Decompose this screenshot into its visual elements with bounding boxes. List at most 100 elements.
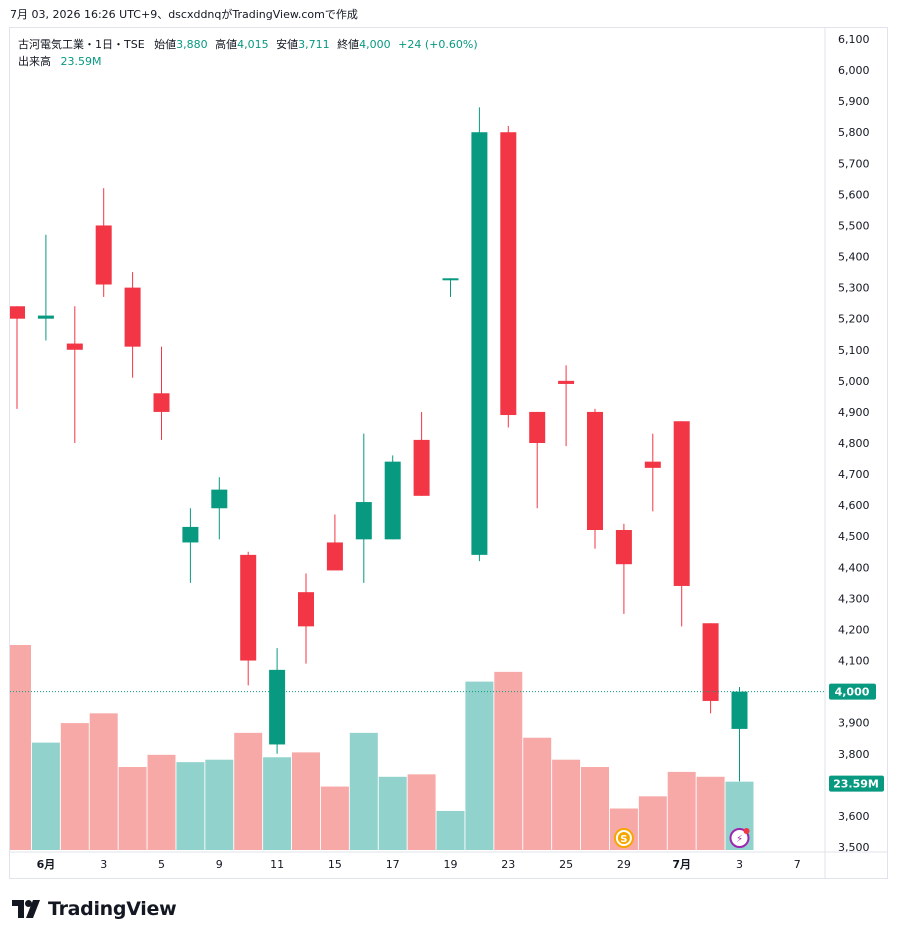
y-tick-label: 5,400 — [838, 251, 870, 264]
change-value: +24 (+0.60%) — [398, 38, 478, 51]
last-price-tag — [829, 683, 876, 700]
y-tick-label: 4,400 — [838, 561, 870, 574]
x-tick-label: 25 — [559, 858, 573, 871]
candle-body — [615, 530, 632, 565]
x-tick-label: 29 — [617, 858, 631, 871]
y-tick-label: 3,900 — [838, 717, 870, 730]
candle-body — [500, 132, 517, 416]
candle-body — [37, 315, 54, 319]
volume-bar — [205, 759, 234, 850]
high-value: 4,015 — [237, 38, 269, 51]
tradingview-wordmark: TradingView — [48, 898, 177, 920]
volume-bar — [696, 776, 725, 850]
axis-layer: 3,5003,6003,7003,8003,9004,0004,1004,200… — [10, 28, 888, 878]
volume-bar — [89, 713, 118, 850]
y-tick-label: 6,000 — [838, 64, 870, 77]
open-value: 3,880 — [176, 38, 208, 51]
dividend-icon-inner — [617, 832, 630, 844]
candle-body — [529, 411, 546, 443]
y-tick-label: 5,100 — [838, 344, 870, 357]
chart-caption: 7月 03, 2026 16:26 UTC+9、dscxddnqがTrading… — [10, 8, 358, 21]
y-tick-label: 4,300 — [838, 592, 870, 605]
y-tick-label: 5,300 — [838, 282, 870, 295]
candle-body — [558, 380, 575, 384]
y-tick-label: 5,700 — [838, 157, 870, 170]
close-value: 4,000 — [359, 38, 391, 51]
candle-body — [124, 287, 141, 347]
volume-bar — [465, 681, 494, 850]
volume-bar — [147, 754, 176, 850]
volume-bar — [349, 732, 378, 850]
volume-label: 出来高 — [18, 55, 51, 68]
volume-bar — [60, 723, 89, 850]
volume-bar — [378, 776, 407, 850]
x-tick-label: 3 — [100, 858, 107, 871]
high-label: 高値 — [215, 38, 238, 51]
y-tick-label: 5,600 — [838, 188, 870, 201]
volume-value: 23.59M — [60, 55, 102, 68]
y-tick-label: 3,800 — [838, 748, 870, 761]
candle-layer — [10, 107, 748, 782]
x-tick-label: 19 — [444, 858, 458, 871]
volume-tag-label: 23.59M — [833, 778, 879, 791]
symbol-name[interactable]: 古河電気工業・1日・TSE — [18, 38, 145, 51]
candle-body — [10, 306, 25, 319]
chart-frame[interactable] — [9, 27, 888, 879]
volume-bar — [494, 671, 523, 850]
volume-bar — [10, 645, 31, 850]
candle-body — [471, 132, 488, 555]
volume-legend: 出来高 23.59M — [18, 53, 101, 69]
candle-body — [355, 502, 372, 540]
volume-layer — [10, 645, 754, 850]
candle-body — [66, 343, 83, 350]
y-tick-label: 4,500 — [838, 530, 870, 543]
dividend-icon-label: S — [620, 834, 627, 845]
volume-bar — [263, 757, 292, 850]
x-tick-label: 17 — [386, 858, 400, 871]
open-label: 始値 — [154, 38, 177, 51]
earnings-icon-dot — [743, 828, 750, 834]
y-tick-label: 5,800 — [838, 126, 870, 139]
x-tick-label: 7 — [794, 858, 801, 871]
candle-body — [702, 623, 719, 701]
volume-bar — [581, 767, 609, 850]
x-tick-label: 3 — [736, 858, 743, 871]
candle-body — [384, 461, 401, 540]
candle-body — [413, 439, 430, 496]
y-tick-label: 5,200 — [838, 313, 870, 326]
candle-body — [587, 411, 603, 531]
y-tick-label: 4,100 — [838, 655, 870, 668]
y-tick-label: 4,200 — [838, 623, 870, 636]
candle-body — [95, 225, 112, 285]
volume-bar — [436, 810, 465, 850]
x-tick-label: 7月 — [672, 858, 691, 871]
volume-tag — [829, 775, 884, 792]
y-tick-label: 5,900 — [838, 95, 870, 108]
y-tick-label: 6,100 — [838, 33, 870, 46]
y-tick-label: 3,500 — [838, 841, 870, 854]
candle-body — [153, 393, 170, 412]
low-value: 3,711 — [298, 38, 330, 51]
tradingview-logo[interactable]: TradingView — [12, 898, 177, 920]
volume-bar — [552, 759, 581, 850]
candle-body — [269, 669, 286, 745]
candle-body — [298, 592, 314, 627]
candle-body — [326, 542, 343, 571]
volume-bar — [176, 762, 205, 850]
x-tick-label: 15 — [328, 858, 342, 871]
volume-bar — [320, 786, 349, 850]
earnings-icon — [729, 828, 750, 848]
volume-bar — [31, 742, 60, 850]
earnings-icon-label: ⚡ — [736, 834, 743, 845]
y-tick-label: 4,700 — [838, 468, 870, 481]
volume-bar — [234, 732, 263, 850]
low-label: 安値 — [276, 38, 299, 51]
close-label: 終値 — [337, 38, 360, 51]
candle-body — [644, 461, 661, 468]
x-tick-label: 9 — [216, 858, 223, 871]
y-tick-label: 4,600 — [838, 499, 870, 512]
x-tick-label: 11 — [270, 858, 284, 871]
tradingview-logo-icon — [12, 900, 40, 918]
volume-bar — [638, 796, 667, 850]
